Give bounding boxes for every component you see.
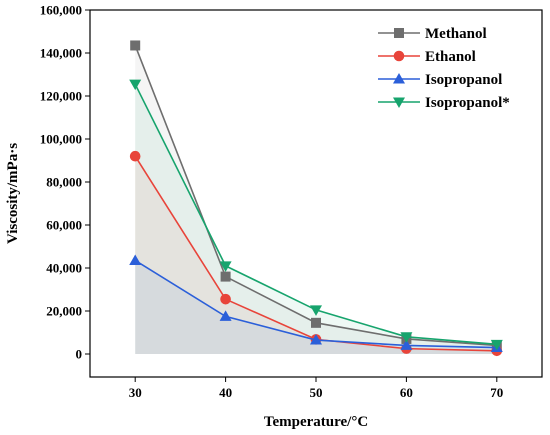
data-point (394, 28, 404, 38)
data-point (219, 261, 232, 272)
legend-label: Ethanol (425, 49, 476, 65)
data-point (129, 254, 142, 265)
y-axis: 0 20,000 40,000 60,000 80,000 100,000 120,000 1… (40, 3, 90, 362)
x-tick-label: 50 (310, 385, 323, 400)
x-axis-title: Temperature/°C (264, 414, 368, 430)
y-tick-label: 120,000 (40, 89, 82, 104)
data-point (393, 73, 405, 84)
series-area-fill (135, 156, 497, 354)
x-tick-label: 60 (400, 385, 413, 400)
y-tick-label: 40,000 (46, 261, 82, 276)
x-tick-label: 30 (129, 385, 142, 400)
y-axis-title: Viscosity/mPa·s (5, 143, 21, 244)
data-point (393, 97, 405, 108)
y-tick-label: 60,000 (46, 218, 82, 233)
legend-item: Ethanol (378, 49, 476, 65)
y-tick-label: 160,000 (40, 3, 82, 18)
legend-item: Isopropanol (378, 72, 502, 88)
data-point (310, 334, 322, 345)
series-layer (129, 40, 503, 357)
legend-label: Isopropanol* (425, 95, 510, 111)
data-point (400, 332, 413, 343)
data-point (130, 40, 141, 51)
data-point (400, 339, 413, 350)
data-point (220, 293, 231, 305)
x-axis: 30 40 50 60 70 (129, 377, 503, 400)
data-point (129, 150, 141, 162)
y-tick-label: 0 (76, 347, 83, 362)
data-point (219, 310, 232, 321)
legend-item: Methanol (378, 26, 487, 42)
y-tick-label: 20,000 (46, 304, 82, 319)
data-point (129, 79, 142, 91)
series-isopropanol (129, 254, 503, 353)
series-isopropanol- (129, 79, 503, 351)
data-point (310, 305, 322, 316)
data-point (311, 317, 321, 328)
legend-label: Isopropanol (425, 72, 502, 88)
data-point (393, 50, 405, 62)
series-area-fill (135, 84, 497, 355)
legend-label: Methanol (425, 26, 487, 42)
data-point (220, 271, 231, 282)
x-tick-label: 70 (490, 385, 503, 400)
x-tick-label: 40 (219, 385, 232, 400)
data-point (490, 339, 503, 351)
legend: Methanol Ethanol Isopropanol Isopropanol* (378, 26, 510, 111)
legend-item: Isopropanol* (378, 95, 510, 111)
y-tick-label: 100,000 (40, 132, 82, 147)
series-area-fill (135, 260, 497, 354)
y-tick-label: 80,000 (46, 175, 82, 190)
y-tick-label: 140,000 (40, 46, 82, 61)
